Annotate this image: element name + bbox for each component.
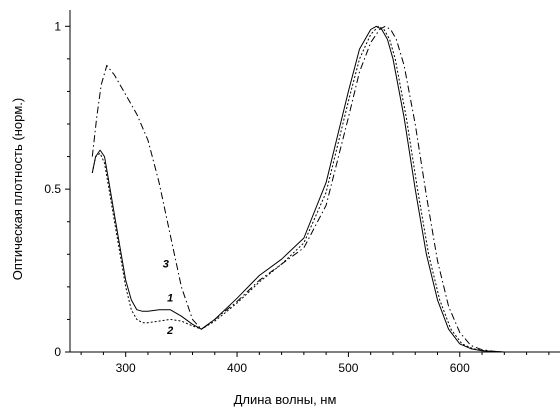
x-axis-ticks: 300 400 500 600	[80, 352, 550, 375]
x-tick-label: 400	[227, 361, 247, 375]
x-tick-label: 500	[338, 361, 358, 375]
series-layer	[91, 25, 549, 353]
y-tick-label: 0.5	[44, 182, 61, 196]
y-tick-label: 1	[54, 19, 61, 33]
x-axis-title: Длина волны, нм	[234, 392, 337, 407]
series-line-2	[91, 25, 549, 353]
x-tick-label: 300	[116, 361, 136, 375]
y-axis-ticks: 00.51	[44, 19, 70, 359]
series-labels: 1 2 3	[163, 258, 174, 337]
series-line-3	[91, 25, 549, 353]
series-label-3: 3	[163, 258, 169, 270]
x-tick-label: 600	[450, 361, 470, 375]
y-axis-title: Оптическая плотность (норм.)	[10, 98, 25, 281]
y-tick-label: 0	[54, 345, 61, 359]
series-label-2: 2	[166, 325, 173, 337]
axes: 300 400 500 600 00.51	[44, 10, 560, 375]
series-line-1	[91, 25, 549, 353]
series-label-1: 1	[167, 293, 173, 305]
